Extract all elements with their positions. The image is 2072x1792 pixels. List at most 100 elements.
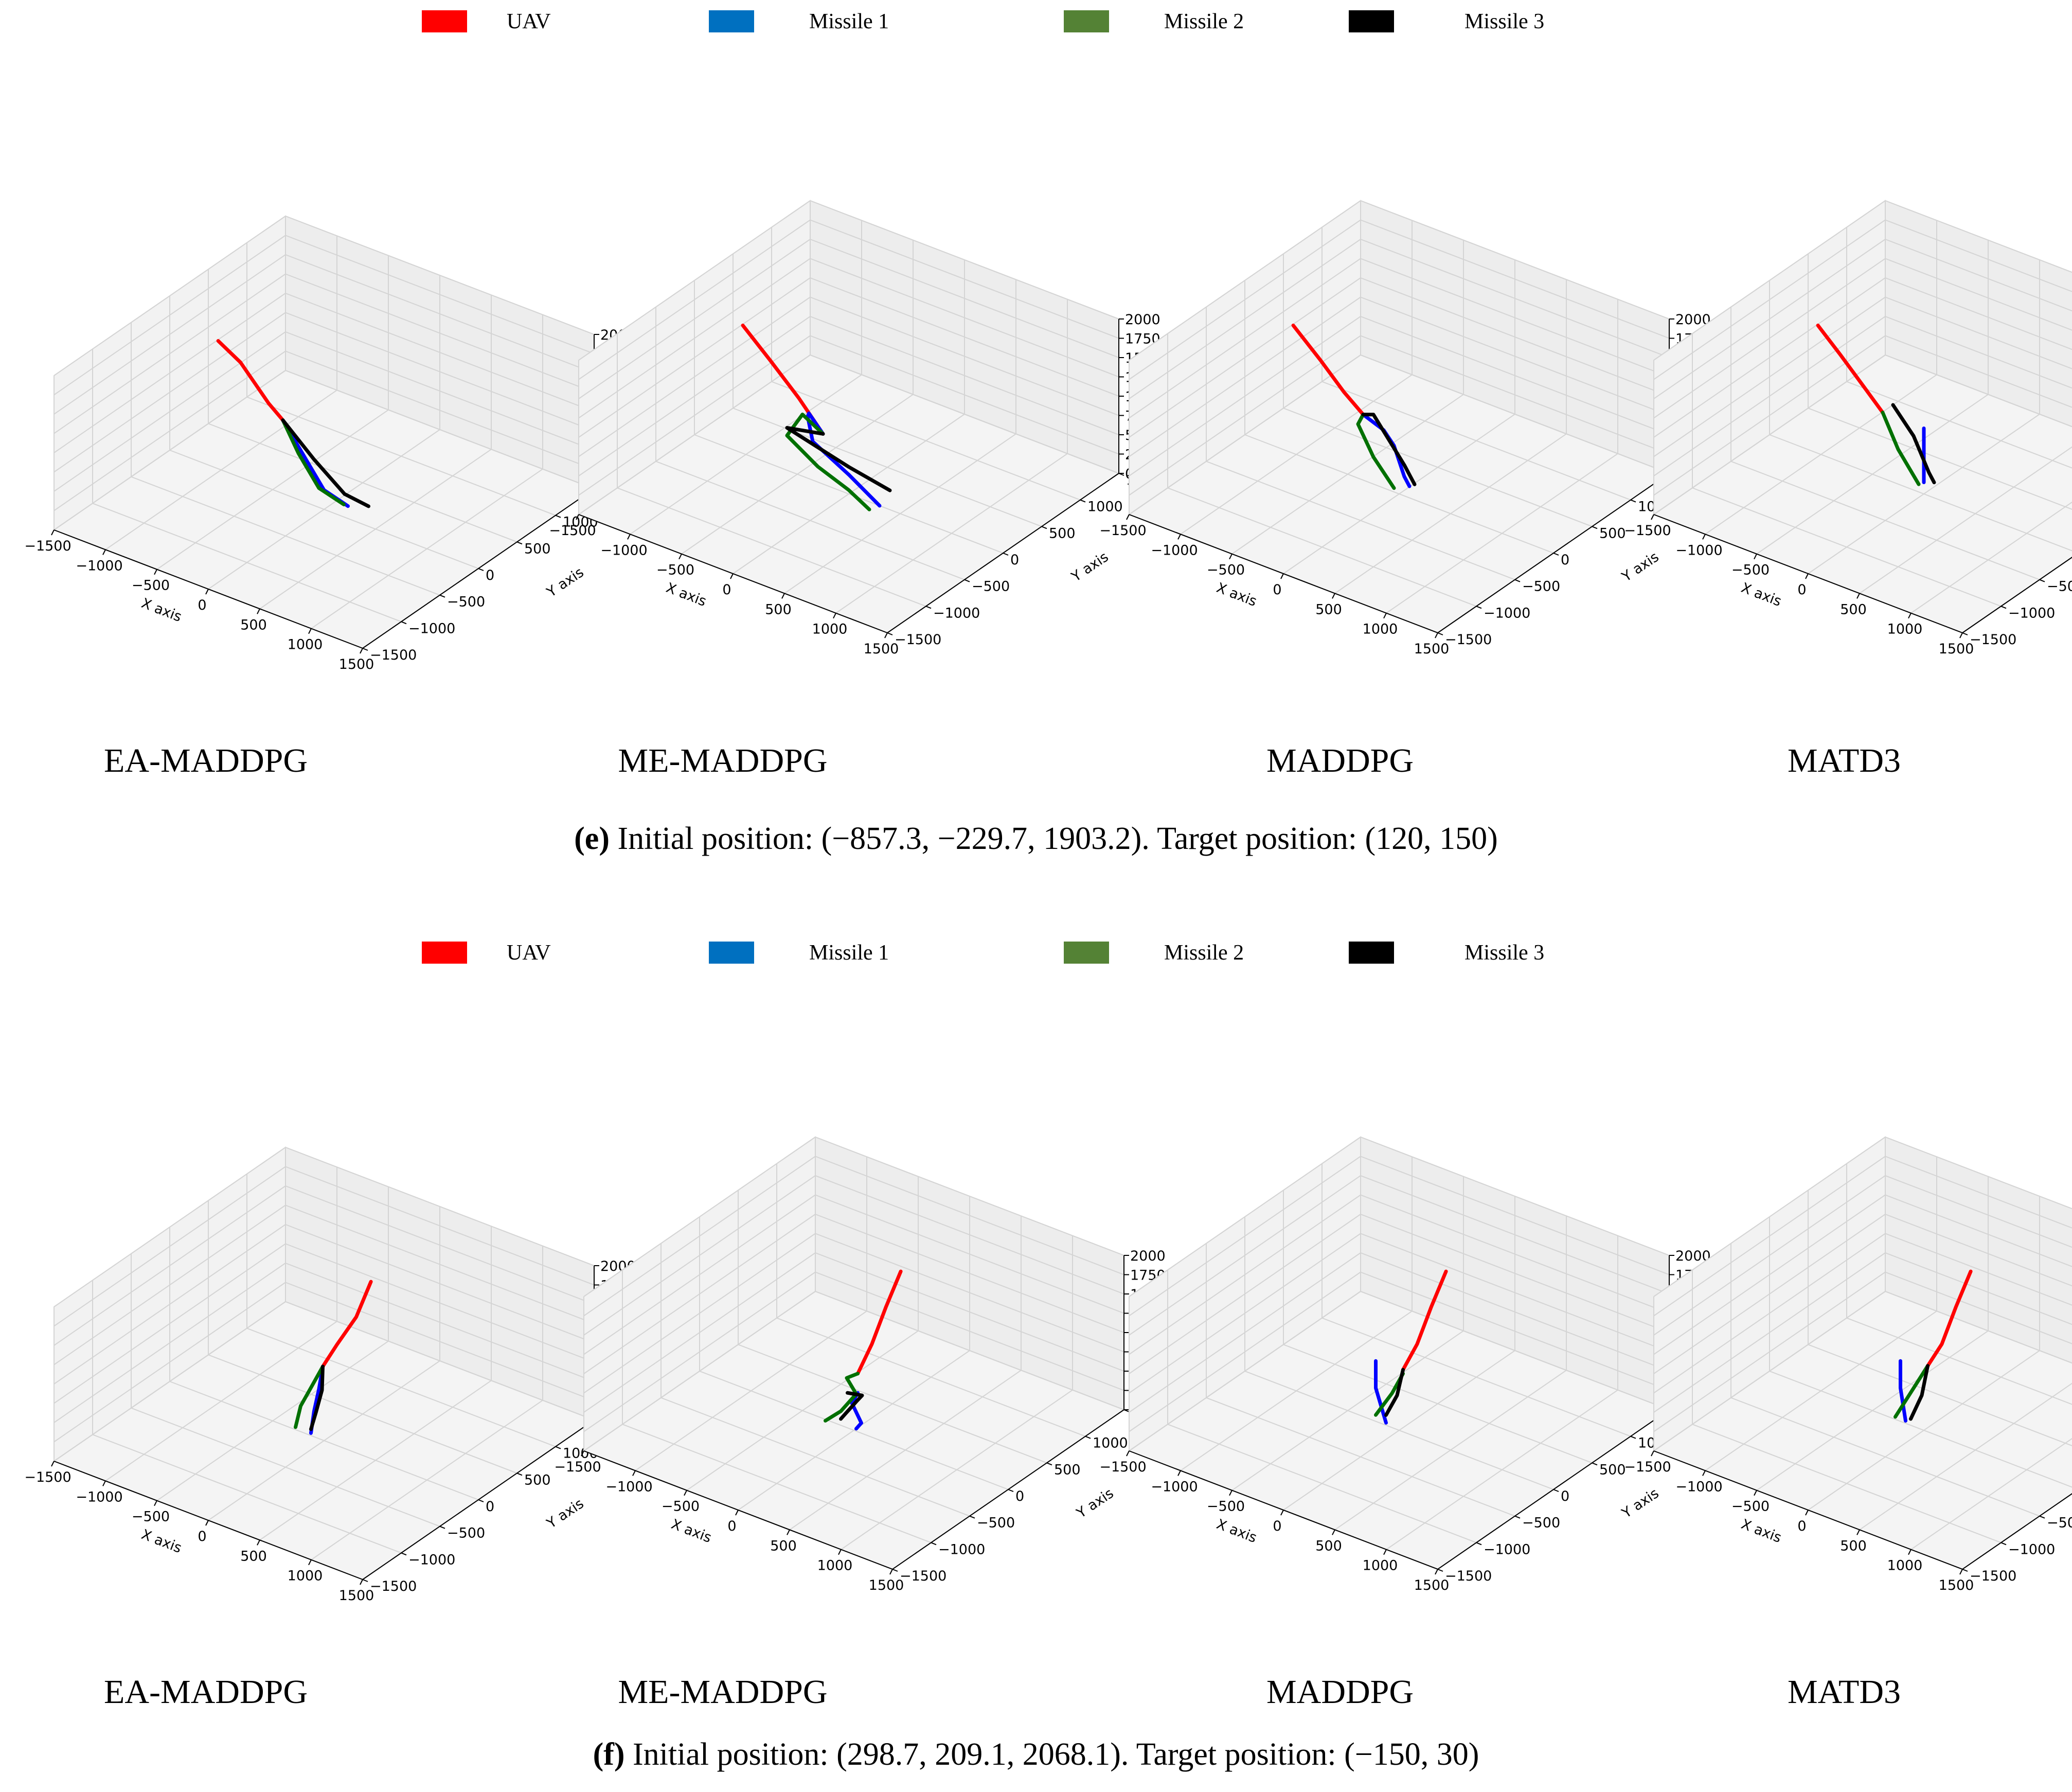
axes-panel-7: −1500−1000−500050010001500−1500−1000−500…	[1099, 1136, 1729, 1593]
x-tick-label: 0	[1797, 582, 1806, 598]
x-tick-label: −1500	[1624, 1459, 1671, 1475]
method-title: ME-MADDPG	[618, 742, 827, 779]
y-tick-label: 0	[1015, 1488, 1024, 1504]
grid-line	[285, 1224, 595, 1343]
x-tick-label: −1000	[1151, 542, 1198, 558]
y-tick-label: −500	[2047, 1515, 2072, 1531]
x-tick	[1959, 1569, 1963, 1575]
x-tick	[51, 529, 55, 536]
grid-line	[1360, 1137, 1670, 1256]
x-tick	[1229, 554, 1233, 560]
grid-line	[1653, 1271, 1886, 1432]
grid-line	[285, 331, 595, 451]
y-tick-label: −500	[2047, 579, 2072, 595]
x-tick	[884, 632, 888, 638]
x-tick-label: −1500	[1099, 523, 1146, 539]
method-title: EA-MADDPG	[104, 742, 308, 779]
grid-line	[1360, 200, 1670, 320]
x-tick	[1754, 554, 1757, 560]
x-tick	[154, 1500, 157, 1506]
grid-line	[285, 1243, 595, 1363]
y-tick-label: 0	[1561, 1488, 1569, 1504]
legend-row-1: UAV Missile 1 Missile 2 Missile 3	[422, 10, 1544, 33]
y-tick-label: 0	[486, 567, 494, 583]
grid-line	[53, 1185, 286, 1346]
y-tick	[964, 579, 970, 582]
y-tick-label: 500	[524, 1472, 551, 1488]
method-title: MATD3	[1788, 742, 1901, 779]
y-tick	[1514, 1515, 1521, 1519]
grid-line	[1129, 1156, 1361, 1317]
grid-line	[578, 239, 811, 399]
y-tick-label: −1000	[408, 620, 455, 636]
x-tick	[1651, 514, 1654, 520]
grid-line	[583, 1214, 816, 1374]
grid-line	[1360, 354, 1670, 474]
y-tick-label: 1000	[1087, 499, 1123, 515]
grid-line	[583, 1291, 816, 1451]
grid-line	[1885, 239, 2072, 312]
grid-line	[285, 1263, 595, 1382]
legend-swatch	[1064, 10, 1109, 32]
grid-line	[1653, 200, 1886, 361]
grid-line	[53, 216, 286, 376]
y-tick	[1041, 526, 1047, 529]
x-axis-label: X axis	[139, 595, 184, 625]
trajectory-uav	[1401, 1269, 1448, 1372]
grid-line	[1360, 239, 1670, 358]
trajectory-uav	[856, 1269, 903, 1376]
y-tick	[1437, 1569, 1443, 1572]
grid-line	[810, 316, 1119, 435]
y-tick	[2000, 1542, 2007, 1546]
x-tick	[1383, 613, 1387, 619]
x-tick	[1435, 1569, 1438, 1575]
x-tick	[1280, 573, 1284, 579]
grid-line	[1885, 1252, 2072, 1325]
grid-line	[578, 219, 811, 380]
x-tick	[1383, 1549, 1387, 1555]
grid-line	[1653, 277, 1886, 438]
grid-line	[1653, 219, 1886, 380]
method-title: MADDPG	[1266, 1673, 1414, 1711]
trajectory-missile-2	[1881, 411, 1921, 486]
x-tick	[632, 1470, 636, 1476]
legend-label: Missile 2	[1164, 941, 1244, 965]
y-tick	[439, 1525, 445, 1529]
trajectory-uav	[321, 1280, 373, 1369]
grid-line	[1129, 354, 1361, 515]
x-tick	[1805, 1510, 1809, 1516]
grid-line	[810, 239, 1119, 358]
grid-line	[53, 235, 286, 396]
y-tick-label: −500	[1522, 1515, 1560, 1531]
z-tick-label: 2000	[1125, 312, 1160, 328]
x-tick-label: 1000	[288, 637, 323, 653]
y-axis-label: Y axis	[1619, 549, 1662, 585]
axes-panel-6: −1500−1000−500050010001500−1500−1000−500…	[554, 1136, 1184, 1593]
trajectory-missile-2	[1894, 1364, 1930, 1419]
grid-line	[1360, 277, 1670, 397]
trajectory-uav	[216, 339, 285, 422]
method-title: ME-MADDPG	[618, 1673, 827, 1711]
y-axis-label: Y axis	[544, 1496, 587, 1532]
grid-line	[815, 1233, 1124, 1353]
grid-line	[1885, 1175, 2072, 1248]
y-tick	[1003, 553, 1009, 556]
grid-line	[1653, 239, 1886, 399]
grid-line	[815, 1271, 1124, 1391]
x-tick	[1177, 534, 1181, 540]
y-tick-label: −500	[447, 594, 485, 610]
grid-line	[1653, 1233, 1886, 1394]
grid-line	[246, 396, 556, 516]
y-tick	[555, 514, 561, 518]
grid-line	[53, 1166, 286, 1327]
x-tick	[833, 613, 836, 619]
y-tick	[925, 606, 932, 609]
method-title: MATD3	[1788, 1673, 1901, 1711]
x-tick-label: −1500	[24, 1469, 71, 1485]
grid-line	[810, 200, 1119, 320]
x-tick-label: −500	[132, 1509, 170, 1525]
x-tick-label: −500	[662, 1499, 700, 1515]
grid-line	[1129, 258, 1361, 419]
y-tick-label: −1500	[895, 632, 941, 648]
x-tick-label: 500	[1315, 601, 1342, 617]
